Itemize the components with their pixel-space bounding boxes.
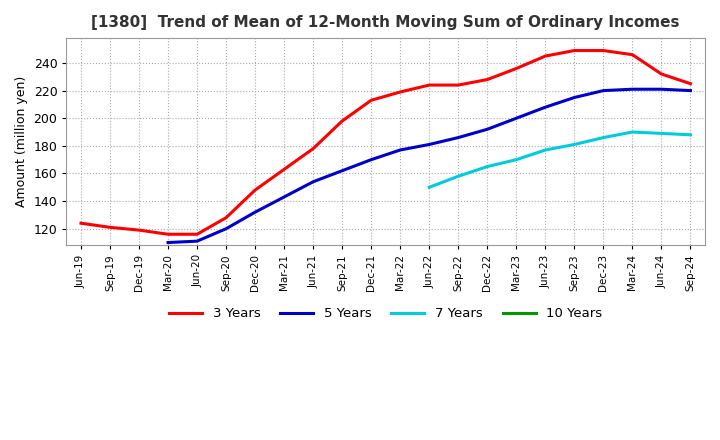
3 Years xyxy=(76,220,85,226)
5 Years xyxy=(483,127,492,132)
3 Years xyxy=(454,82,463,88)
3 Years xyxy=(628,52,636,57)
7 Years xyxy=(512,157,521,162)
3 Years xyxy=(309,146,318,151)
5 Years xyxy=(628,87,636,92)
7 Years xyxy=(454,174,463,179)
3 Years xyxy=(367,98,376,103)
5 Years xyxy=(686,88,695,93)
7 Years xyxy=(599,135,608,140)
3 Years xyxy=(106,225,114,230)
5 Years xyxy=(570,95,579,100)
Title: [1380]  Trend of Mean of 12-Month Moving Sum of Ordinary Incomes: [1380] Trend of Mean of 12-Month Moving … xyxy=(91,15,680,30)
5 Years xyxy=(280,194,289,200)
Line: 7 Years: 7 Years xyxy=(429,132,690,187)
3 Years xyxy=(570,48,579,53)
7 Years xyxy=(425,185,433,190)
5 Years xyxy=(541,105,549,110)
5 Years xyxy=(193,238,202,244)
Line: 5 Years: 5 Years xyxy=(168,89,690,242)
7 Years xyxy=(628,129,636,135)
5 Years xyxy=(454,135,463,140)
3 Years xyxy=(396,89,405,95)
7 Years xyxy=(483,164,492,169)
5 Years xyxy=(512,116,521,121)
3 Years xyxy=(163,231,172,237)
3 Years xyxy=(280,167,289,172)
3 Years xyxy=(135,227,143,233)
3 Years xyxy=(483,77,492,82)
Legend: 3 Years, 5 Years, 7 Years, 10 Years: 3 Years, 5 Years, 7 Years, 10 Years xyxy=(164,302,608,326)
5 Years xyxy=(657,87,666,92)
3 Years xyxy=(686,81,695,86)
5 Years xyxy=(222,226,230,231)
3 Years xyxy=(222,215,230,220)
5 Years xyxy=(338,168,346,173)
3 Years xyxy=(599,48,608,53)
3 Years xyxy=(338,118,346,124)
5 Years xyxy=(163,240,172,245)
Line: 3 Years: 3 Years xyxy=(81,51,690,234)
5 Years xyxy=(599,88,608,93)
5 Years xyxy=(396,147,405,153)
7 Years xyxy=(541,147,549,153)
3 Years xyxy=(425,82,433,88)
5 Years xyxy=(251,209,259,215)
5 Years xyxy=(367,157,376,162)
3 Years xyxy=(512,66,521,71)
3 Years xyxy=(251,187,259,193)
7 Years xyxy=(570,142,579,147)
3 Years xyxy=(657,71,666,77)
3 Years xyxy=(193,231,202,237)
Y-axis label: Amount (million yen): Amount (million yen) xyxy=(15,76,28,207)
3 Years xyxy=(541,53,549,59)
5 Years xyxy=(425,142,433,147)
7 Years xyxy=(686,132,695,137)
5 Years xyxy=(309,179,318,184)
7 Years xyxy=(657,131,666,136)
